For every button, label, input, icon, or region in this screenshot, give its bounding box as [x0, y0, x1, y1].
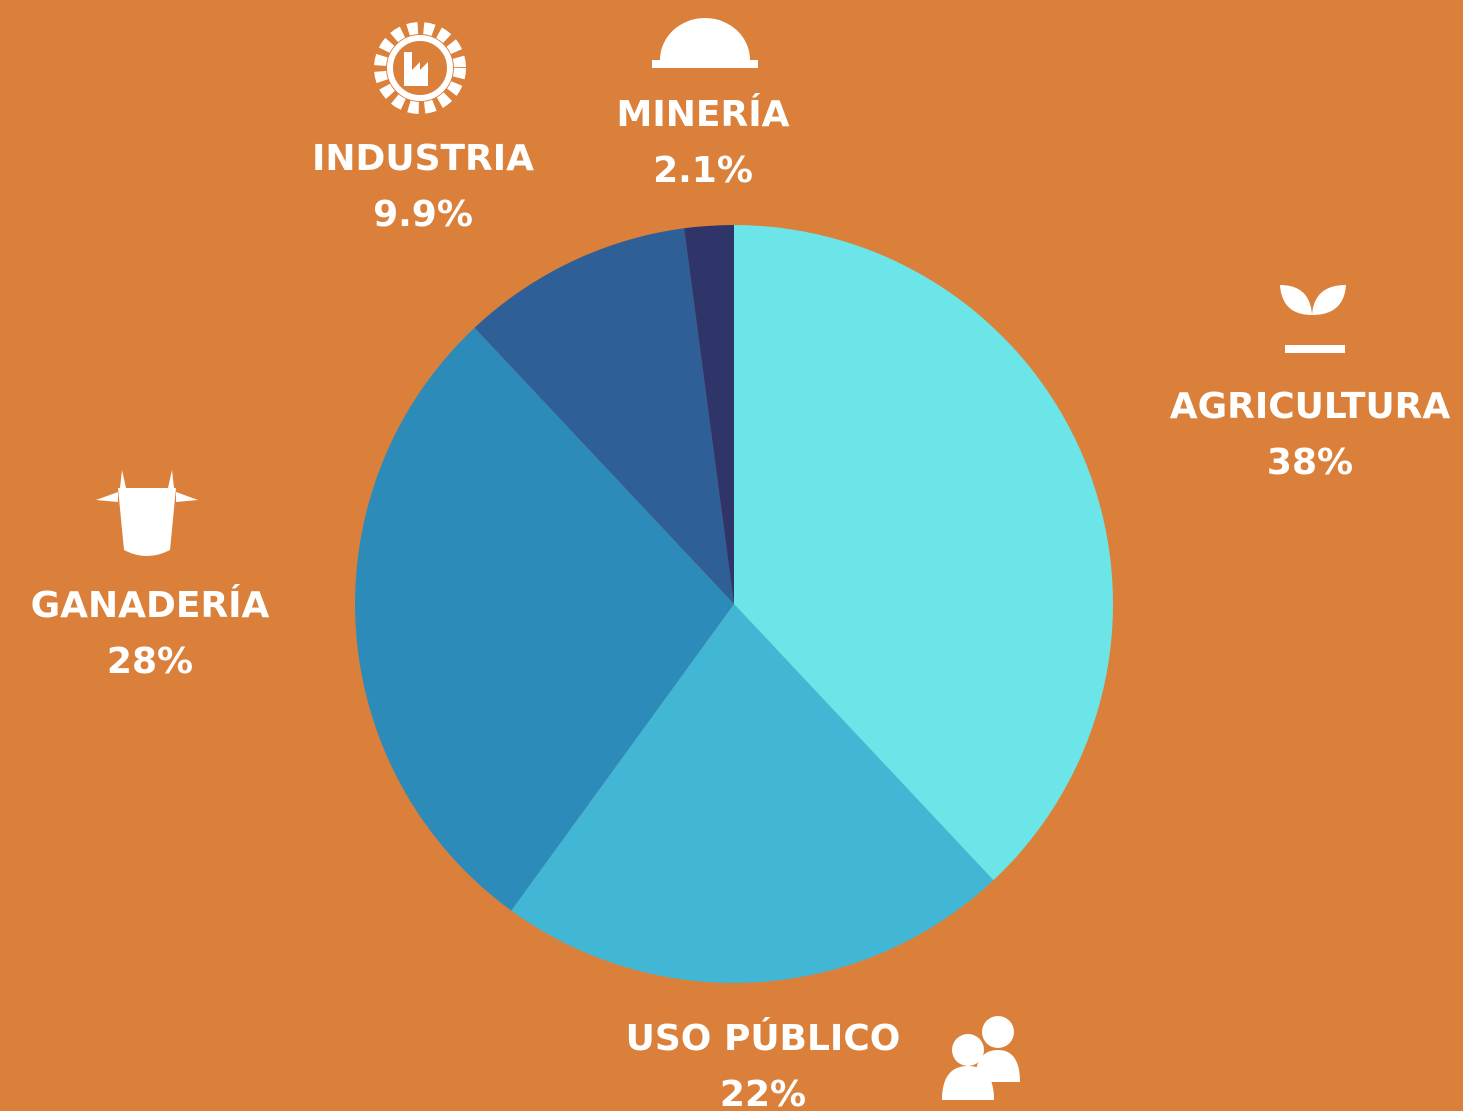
public-icon: [942, 1066, 994, 1100]
pie-slice: [734, 225, 1114, 881]
pie-slice: [684, 225, 734, 604]
pie-slice: [354, 327, 734, 911]
slice-label: INDUSTRIA: [312, 138, 534, 179]
slice-value-label: 38%: [1267, 442, 1353, 483]
slice-label: USO PÚBLICO: [626, 1017, 901, 1059]
slice-value-label: 28%: [107, 641, 193, 682]
pie-slice: [474, 228, 734, 604]
livestock-icon: [96, 470, 198, 556]
pie-slice: [511, 604, 994, 983]
slice-label: MINERÍA: [617, 93, 790, 135]
industry-icon: [387, 35, 453, 101]
icons: [96, 18, 1346, 1100]
public-icon: [952, 1034, 984, 1066]
slice-label: GANADERÍA: [31, 584, 270, 626]
slice-value-label: 2.1%: [653, 150, 753, 191]
industry-icon: [374, 22, 466, 114]
slice-value-label: 22%: [720, 1074, 806, 1111]
slice-value-label: 9.9%: [373, 194, 473, 235]
slice-label: AGRICULTURA: [1170, 386, 1451, 427]
industry-icon: [404, 52, 428, 86]
agriculture-icon: [1280, 285, 1346, 353]
public-icon: [982, 1016, 1014, 1048]
mining-icon: [652, 18, 758, 68]
